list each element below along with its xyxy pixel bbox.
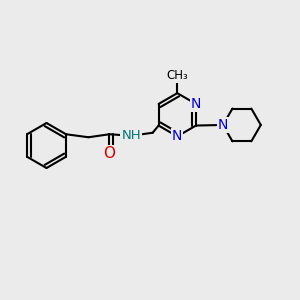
Text: N: N — [172, 129, 182, 143]
Text: N: N — [191, 97, 201, 111]
Text: CH₃: CH₃ — [167, 69, 188, 82]
Text: N: N — [218, 118, 228, 132]
Text: O: O — [103, 146, 116, 161]
Text: NH: NH — [121, 129, 141, 142]
